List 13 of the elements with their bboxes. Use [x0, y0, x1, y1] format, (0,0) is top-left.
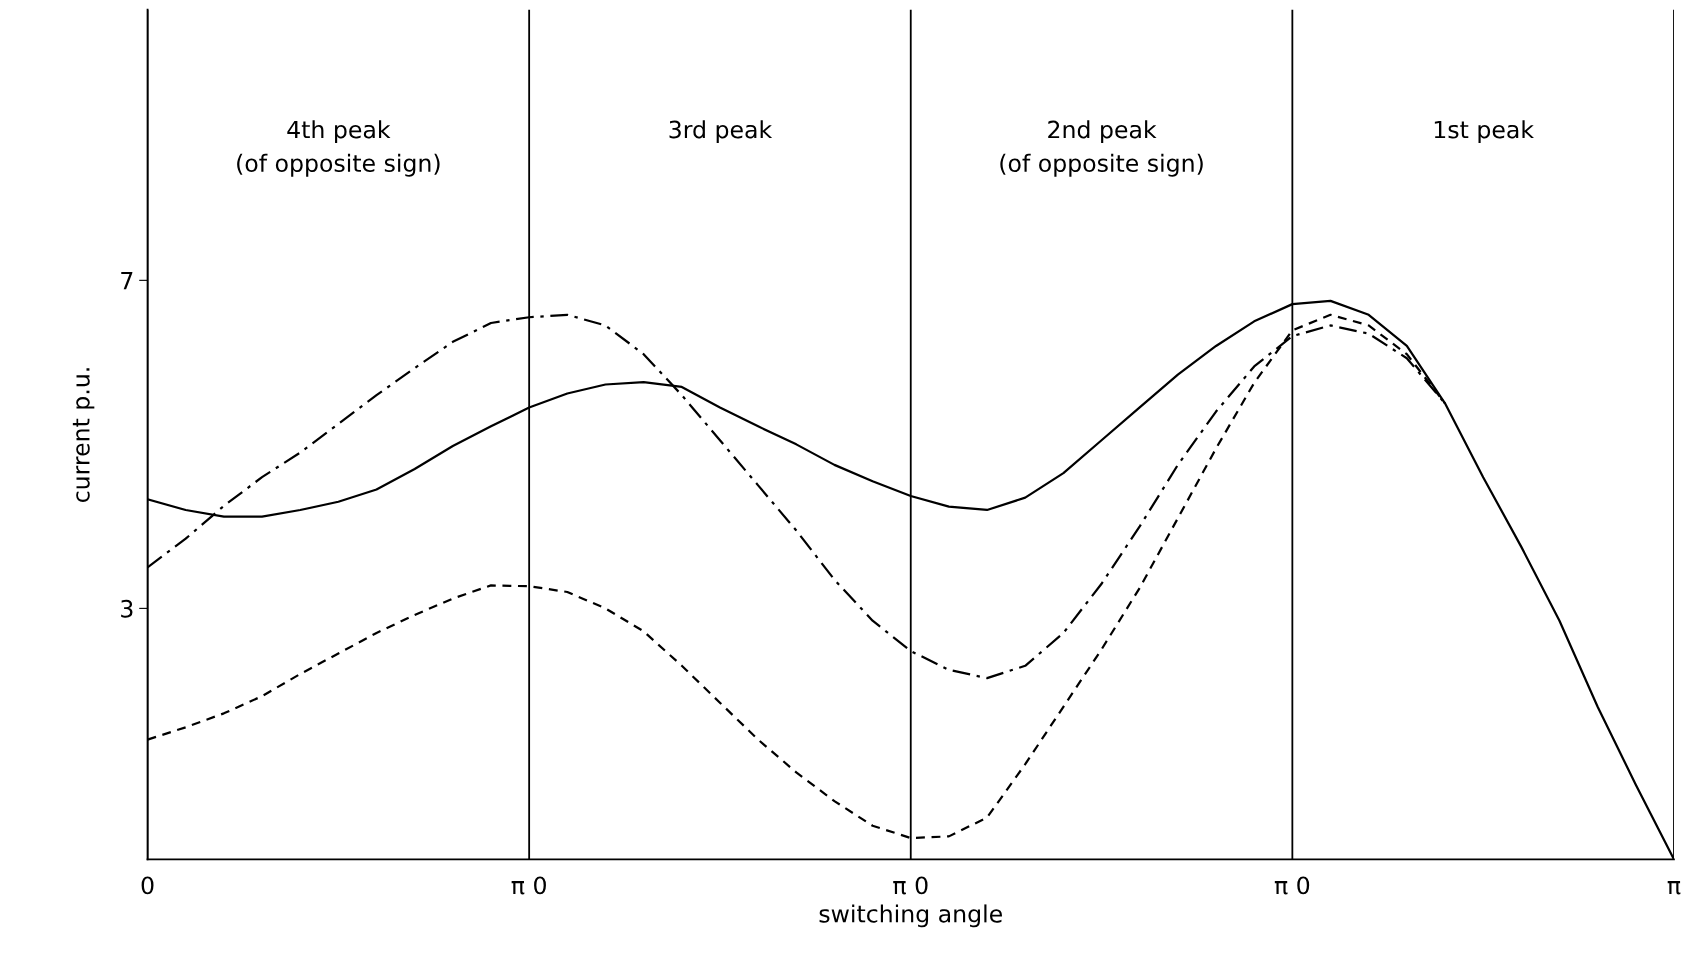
- x-tick-label: π: [1667, 881, 1681, 895]
- x-tick-label: π 0: [1274, 876, 1310, 895]
- annotation: 2nd peak (of opposite sign): [1000, 120, 1203, 177]
- y-tick-label: 7: [121, 272, 133, 290]
- y-axis-title: current p.u.: [72, 368, 95, 503]
- x-tick-label: π 0: [511, 876, 546, 895]
- annotation: 3rd peak: [669, 120, 773, 144]
- x-tick-label: π 0: [893, 876, 928, 895]
- annotation: 4th peak (of opposite sign): [237, 120, 440, 177]
- x-tick-label: 0: [141, 876, 154, 895]
- x-axis-title: switching angle: [819, 904, 1002, 928]
- annotation: 1st peak: [1434, 120, 1534, 144]
- y-tick-label: 3: [121, 599, 133, 618]
